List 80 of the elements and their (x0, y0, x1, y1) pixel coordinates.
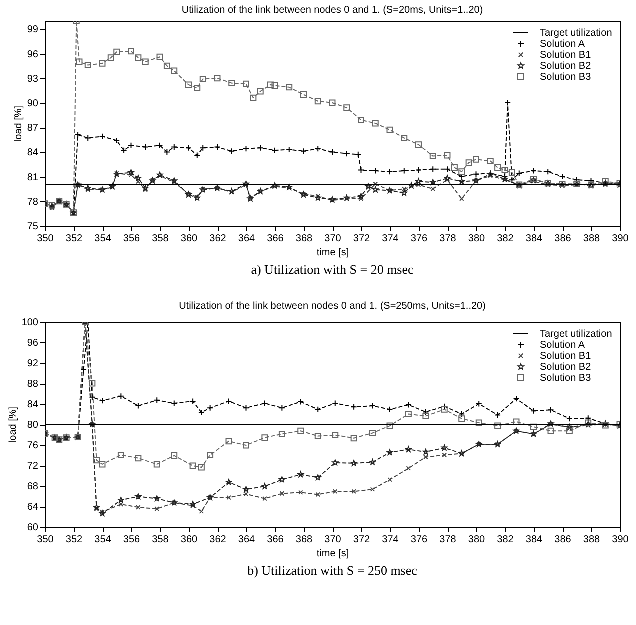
y-tick-label: 100 (22, 318, 39, 328)
y-tick-label: 80 (27, 420, 39, 431)
x-tick-label: 378 (440, 534, 457, 546)
x-tick-label: 356 (123, 234, 141, 244)
x-tick-label: 382 (497, 534, 514, 546)
x-tick-label: 386 (554, 534, 572, 546)
legend-label: Solution B3 (540, 373, 592, 384)
y-tick-label: 60 (27, 522, 39, 534)
x-tick-label: 372 (353, 234, 371, 244)
y-axis-title: load [%] (8, 406, 19, 444)
x-tick-label: 358 (152, 534, 170, 546)
y-tick-label: 84 (27, 400, 39, 410)
chart-title: Utilization of the link between nodes 0 and 1. (S=20ms, Units=1..20) (182, 5, 484, 16)
y-tick-label: 87 (27, 123, 39, 134)
x-tick-label: 366 (267, 234, 284, 244)
x-tick-label: 386 (554, 234, 572, 244)
x-tick-label: 354 (94, 534, 112, 546)
y-tick-label: 96 (27, 338, 39, 349)
x-tick-label: 372 (353, 534, 371, 546)
x-tick-label: 390 (612, 234, 630, 244)
y-axis-title: load [%] (13, 106, 24, 142)
x-tick-label: 364 (238, 234, 256, 244)
y-tick-label: 84 (27, 148, 39, 159)
y-tick-label: 99 (27, 24, 39, 36)
x-tick-label: 370 (324, 234, 342, 244)
y-tick-label: 68 (27, 482, 39, 492)
y-tick-label: 88 (27, 379, 39, 390)
x-tick-label: 380 (468, 534, 486, 546)
x-tick-label: 388 (583, 234, 601, 244)
x-tick-label: 376 (410, 234, 428, 244)
x-tick-label: 374 (382, 534, 400, 546)
x-tick-label: 376 (410, 534, 428, 546)
x-tick-label: 360 (180, 234, 198, 244)
x-tick-label: 366 (267, 534, 284, 546)
y-tick-label: 72 (27, 461, 39, 472)
legend-label: Solution A (540, 340, 586, 351)
x-tick-label: 350 (37, 534, 54, 546)
x-tick-label: 358 (152, 234, 170, 244)
x-tick-label: 354 (94, 234, 112, 244)
x-tick-label: 374 (382, 234, 400, 244)
y-tick-label: 81 (27, 172, 39, 184)
x-tick-label: 352 (66, 534, 84, 546)
x-tick-label: 368 (296, 234, 314, 244)
y-tick-label: 93 (27, 74, 39, 85)
y-tick-label: 92 (27, 358, 39, 370)
legend-label: Target utilization (540, 28, 612, 39)
legend-label: Solution A (540, 39, 586, 50)
y-tick-label: 75 (27, 222, 39, 232)
x-tick-label: 360 (180, 534, 198, 546)
x-tick-label: 362 (210, 234, 227, 244)
x-tick-label: 388 (583, 534, 601, 546)
x-tick-label: 390 (612, 534, 630, 546)
legend-label: Solution B1 (540, 351, 592, 362)
x-tick-label: 378 (440, 234, 457, 244)
legend-label: Solution B1 (540, 50, 592, 61)
x-axis-title: time [s] (316, 548, 350, 560)
legend-label: Target utilization (540, 329, 612, 340)
y-tick-label: 76 (27, 440, 39, 452)
legend-label: Solution B2 (540, 61, 592, 72)
y-tick-label: 90 (27, 98, 39, 110)
x-tick-label: 384 (526, 534, 544, 546)
x-axis-title: time [s] (316, 248, 350, 258)
x-tick-label: 370 (324, 534, 342, 546)
legend-label: Solution B2 (540, 362, 592, 373)
x-tick-label: 362 (210, 534, 227, 546)
x-tick-label: 384 (526, 234, 544, 244)
text: a) Utilization with S = 20 msec (251, 262, 414, 277)
x-tick-label: 356 (123, 534, 141, 546)
x-tick-label: 350 (37, 234, 54, 244)
x-tick-label: 368 (296, 534, 314, 546)
x-tick-label: 380 (468, 234, 486, 244)
x-tick-label: 364 (238, 534, 256, 546)
chart-title: Utilization of the link between nodes 0 and 1. (S=250ms, Units=1..20) (179, 301, 486, 312)
y-tick-label: 96 (27, 49, 39, 60)
x-tick-label: 352 (66, 234, 84, 244)
x-tick-label: 382 (497, 234, 514, 244)
text: b) Utilization with S = 250 msec (248, 563, 418, 578)
y-tick-label: 64 (27, 502, 39, 513)
legend-label: Solution B3 (540, 72, 592, 83)
y-tick-label: 78 (27, 196, 39, 208)
